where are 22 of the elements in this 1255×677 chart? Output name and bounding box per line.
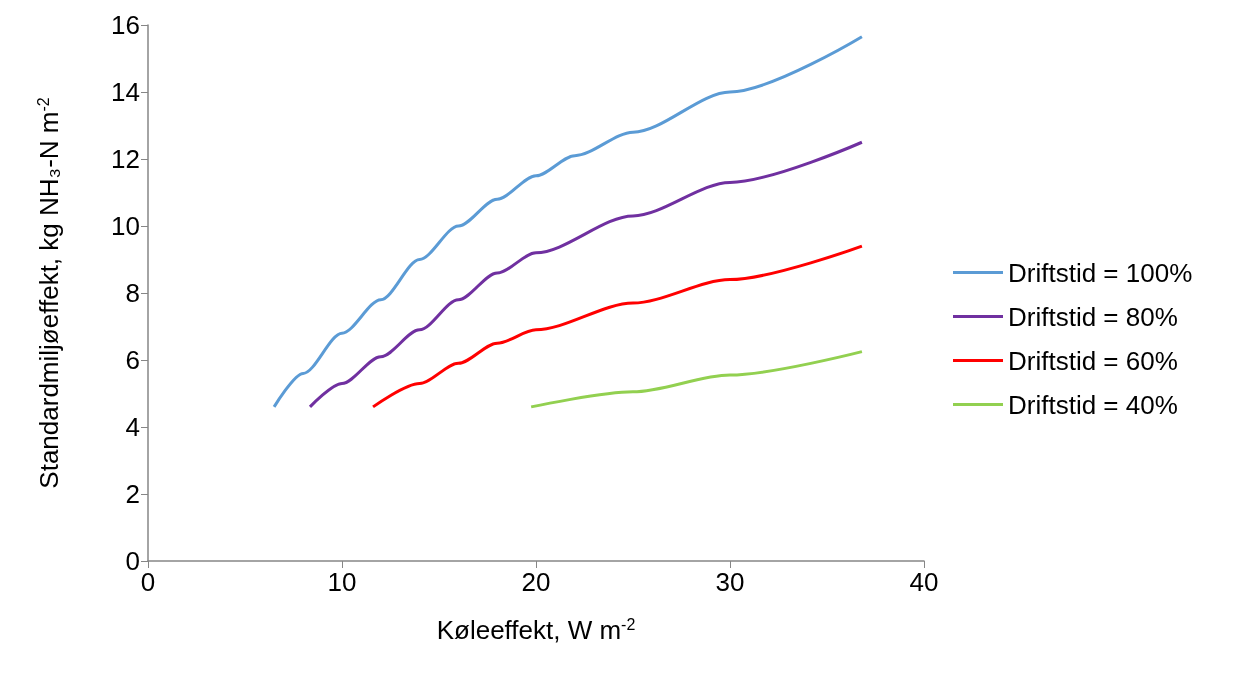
y-tick-label: 14: [111, 77, 140, 107]
legend-label: Driftstid = 100%: [1008, 257, 1193, 288]
y-tick-label: 8: [125, 278, 140, 308]
x-tick-label: 40: [909, 567, 939, 597]
y-axis-title: Standardmiljøeffekt, kg NH₃-N m-2: [34, 97, 64, 489]
y-tick-label: 16: [111, 10, 140, 40]
y-tick-label: 4: [125, 412, 140, 442]
line-series: [272, 35, 864, 409]
legend-label: Driftstid = 60%: [1008, 345, 1178, 376]
line-series: [371, 244, 864, 409]
x-tick-label: 30: [715, 567, 745, 597]
line-series: [529, 350, 864, 409]
y-tick-label: 6: [125, 345, 140, 375]
y-tick-label: 0: [125, 546, 140, 576]
y-tick-label: 2: [125, 479, 140, 509]
y-tick-label: 10: [111, 211, 140, 241]
legend-label: Driftstid = 40%: [1008, 389, 1178, 420]
y-tick-label: 12: [111, 144, 140, 174]
x-tick-label: 20: [521, 567, 551, 597]
line-series: [308, 140, 864, 409]
x-tick-label: 10: [327, 567, 357, 597]
legend-label: Driftstid = 80%: [1008, 301, 1178, 332]
